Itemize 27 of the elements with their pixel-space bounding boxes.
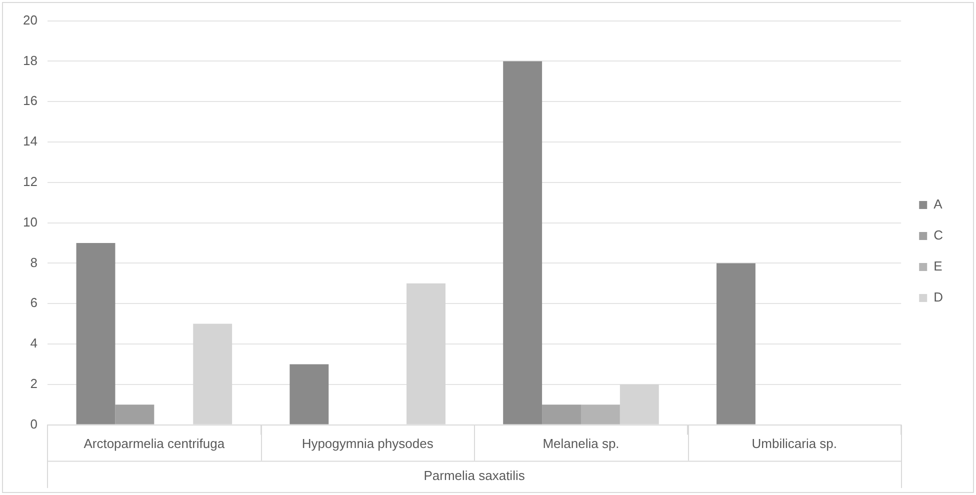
x-tick-label: Melanelia sp.: [542, 436, 620, 452]
bar: [115, 404, 154, 424]
x-tick-label: Hypogymnia physodes: [302, 436, 434, 452]
legend-label: C: [934, 228, 943, 243]
y-tick-label: 10: [22, 214, 38, 230]
bar: [716, 263, 756, 424]
legend-label: A: [934, 196, 943, 212]
y-tick-label: 6: [30, 295, 38, 310]
y-tick-label: 16: [22, 93, 38, 108]
y-tick-label: 8: [30, 254, 38, 270]
y-tick-label: 0: [30, 416, 38, 432]
bar: [542, 404, 581, 424]
y-tick-label: 2: [30, 376, 38, 391]
y-tick-label: 4: [30, 336, 38, 351]
legend-label: D: [934, 290, 943, 305]
y-tick-label: 14: [22, 134, 38, 149]
x-tick-label: Arctoparmelia centrifuga: [84, 436, 226, 452]
y-tick-label: 20: [22, 12, 38, 28]
y-tick-label: 18: [22, 52, 38, 68]
x-tick-label: Umbilicaria sp.: [752, 436, 838, 452]
x-axis-title: Parmelia saxatilis: [424, 468, 526, 483]
bar: [76, 243, 116, 424]
bar: [503, 61, 542, 424]
legend-label: E: [934, 258, 943, 274]
bar: [290, 364, 329, 424]
y-tick-label: 12: [22, 174, 38, 189]
bar: [580, 404, 620, 424]
